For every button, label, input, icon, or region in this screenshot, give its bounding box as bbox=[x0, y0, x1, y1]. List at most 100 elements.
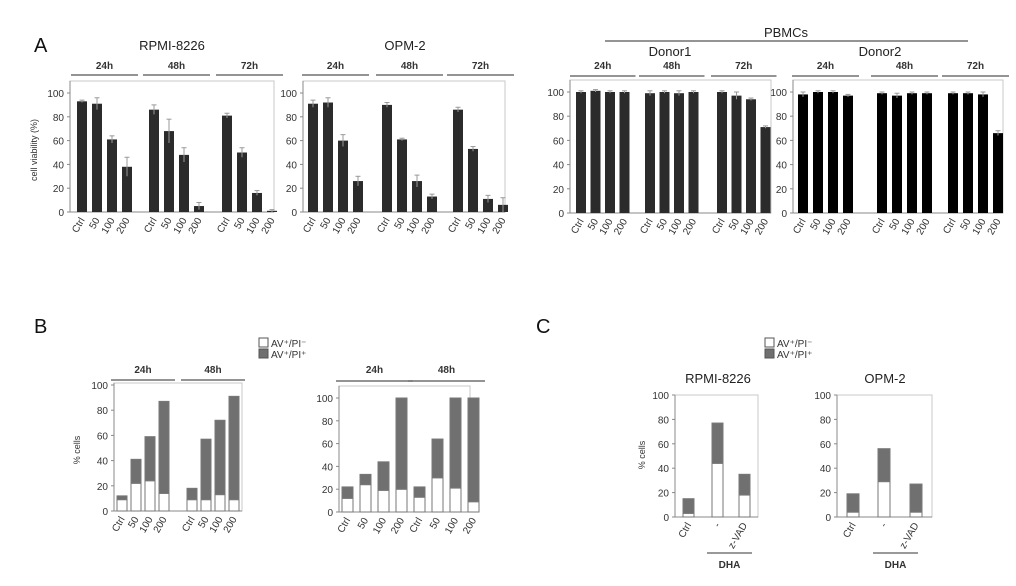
x-tick-label: 200 bbox=[836, 217, 854, 237]
bar bbox=[308, 103, 318, 212]
bar-segment-av-pos-pi-pos bbox=[413, 486, 426, 498]
bar bbox=[107, 139, 117, 212]
x-tick-label: 200 bbox=[346, 216, 364, 236]
bar bbox=[645, 93, 655, 213]
x-tick-label: 200 bbox=[986, 217, 1004, 237]
x-tick-label: 200 bbox=[260, 216, 278, 236]
x-tick-label: 50 bbox=[655, 217, 670, 233]
bar-segment-av-pos-pi-neg bbox=[877, 481, 891, 518]
y-tick-label: 100 bbox=[547, 88, 564, 99]
bar-segment-av-pos-pi-pos bbox=[431, 438, 444, 479]
bar-segment-av-pos-pi-neg bbox=[377, 489, 390, 513]
dha-label: DHA bbox=[719, 560, 741, 571]
x-tick-label: 50 bbox=[727, 217, 742, 233]
y-tick-label: 0 bbox=[663, 513, 669, 524]
y-axis-label: cell viability (%) bbox=[29, 119, 39, 181]
x-tick-label: 50 bbox=[586, 217, 601, 233]
bar-segment-av-pos-pi-pos bbox=[395, 397, 408, 490]
y-tick-label: 0 bbox=[102, 507, 108, 518]
x-tick-label: 50 bbox=[319, 216, 334, 232]
x-tick-label: 100 bbox=[138, 515, 156, 535]
bar bbox=[993, 133, 1003, 213]
bar-segment-av-pos-pi-pos bbox=[711, 422, 724, 464]
y-tick-label: 40 bbox=[286, 160, 298, 171]
bar-segment-av-pos-pi-neg bbox=[467, 501, 480, 513]
bar-segment-av-pos-pi-neg bbox=[909, 511, 923, 518]
y-tick-label: 0 bbox=[327, 508, 333, 519]
bar bbox=[877, 93, 887, 213]
group-label: 24h bbox=[817, 61, 834, 72]
x-tick-label: Ctrl bbox=[301, 216, 318, 235]
x-tick-label: 50 bbox=[356, 516, 371, 532]
bar-segment-av-pos-pi-pos bbox=[377, 461, 390, 491]
bar-segment-av-pos-pi-pos bbox=[228, 395, 240, 501]
x-tick-label: 200 bbox=[222, 515, 240, 535]
bar-segment-av-pos-pi-neg bbox=[395, 488, 408, 513]
x-tick-label: Ctrl bbox=[638, 217, 655, 236]
chart-title: OPM-2 bbox=[384, 38, 425, 53]
bar bbox=[353, 181, 363, 212]
bar bbox=[397, 139, 407, 212]
bar-segment-av-pos-pi-neg bbox=[158, 492, 170, 512]
group-label: 72h bbox=[241, 61, 258, 72]
x-tick-label: z-VAD bbox=[726, 521, 750, 551]
panel-label-b: B bbox=[34, 316, 47, 338]
y-tick-label: 80 bbox=[820, 415, 832, 426]
x-tick-label: 50 bbox=[88, 216, 103, 232]
x-tick-label: Ctrl bbox=[180, 515, 197, 534]
y-tick-label: 80 bbox=[776, 112, 788, 123]
bar-segment-av-pos-pi-neg bbox=[711, 462, 724, 518]
x-tick-label: 50 bbox=[888, 217, 903, 233]
y-tick-label: 60 bbox=[53, 137, 65, 148]
bar-segment-av-pos-pi-neg bbox=[341, 497, 354, 513]
group-label: 72h bbox=[735, 61, 752, 72]
bar bbox=[948, 93, 958, 213]
group-label: 24h bbox=[594, 61, 611, 72]
bar-segment-av-pos-pi-pos bbox=[359, 473, 372, 486]
bar-segment-av-pos-pi-pos bbox=[682, 498, 695, 514]
group-label: 72h bbox=[472, 61, 489, 72]
bar bbox=[323, 102, 333, 212]
x-tick-label: 50 bbox=[127, 515, 142, 531]
x-tick-label: Ctrl bbox=[941, 217, 958, 236]
bar bbox=[149, 109, 159, 212]
y-tick-label: 60 bbox=[776, 136, 788, 147]
y-tick-label: 60 bbox=[820, 440, 832, 451]
bar-segment-av-pos-pi-neg bbox=[186, 499, 198, 512]
x-tick-label: 200 bbox=[461, 516, 479, 536]
x-tick-label: Ctrl bbox=[375, 216, 392, 235]
bar-segment-av-pos-pi-neg bbox=[228, 499, 240, 512]
x-tick-label: 50 bbox=[428, 516, 443, 532]
bar-segment-av-pos-pi-neg bbox=[449, 487, 462, 513]
x-tick-label: 100 bbox=[245, 216, 263, 236]
y-tick-label: 40 bbox=[820, 464, 832, 475]
bar-segment-av-pos-pi-pos bbox=[467, 397, 480, 503]
bar bbox=[731, 95, 742, 213]
y-tick-label: 40 bbox=[322, 462, 334, 473]
bar bbox=[590, 90, 601, 213]
x-tick-label: 200 bbox=[681, 217, 699, 237]
bar bbox=[828, 92, 838, 213]
bar bbox=[468, 148, 478, 212]
group-label: 48h bbox=[896, 61, 913, 72]
bar bbox=[382, 104, 392, 212]
x-tick-label: 50 bbox=[393, 216, 408, 232]
y-tick-label: 40 bbox=[553, 161, 565, 172]
group-label: 24h bbox=[366, 365, 383, 376]
bar-segment-av-pos-pi-neg bbox=[214, 494, 226, 512]
y-tick-label: 40 bbox=[658, 464, 670, 475]
bar-segment-av-pos-pi-pos bbox=[158, 400, 170, 494]
x-tick-label: 100 bbox=[971, 217, 989, 237]
y-tick-label: 80 bbox=[322, 417, 334, 428]
y-tick-label: 60 bbox=[97, 431, 109, 442]
bar-segment-av-pos-pi-neg bbox=[116, 499, 128, 512]
bar bbox=[659, 92, 670, 213]
chart-rpmi-8226: 0 20 40 60 80 100 RPMI-8226 cell viability (%) 2… bbox=[29, 38, 283, 236]
y-tick-label: 20 bbox=[658, 489, 670, 500]
pbmc-label: PBMCs bbox=[764, 25, 809, 40]
group-label: 48h bbox=[168, 61, 185, 72]
x-tick-label: 200 bbox=[612, 217, 630, 237]
x-tick-label: - bbox=[878, 521, 889, 529]
y-tick-label: 0 bbox=[291, 208, 297, 219]
